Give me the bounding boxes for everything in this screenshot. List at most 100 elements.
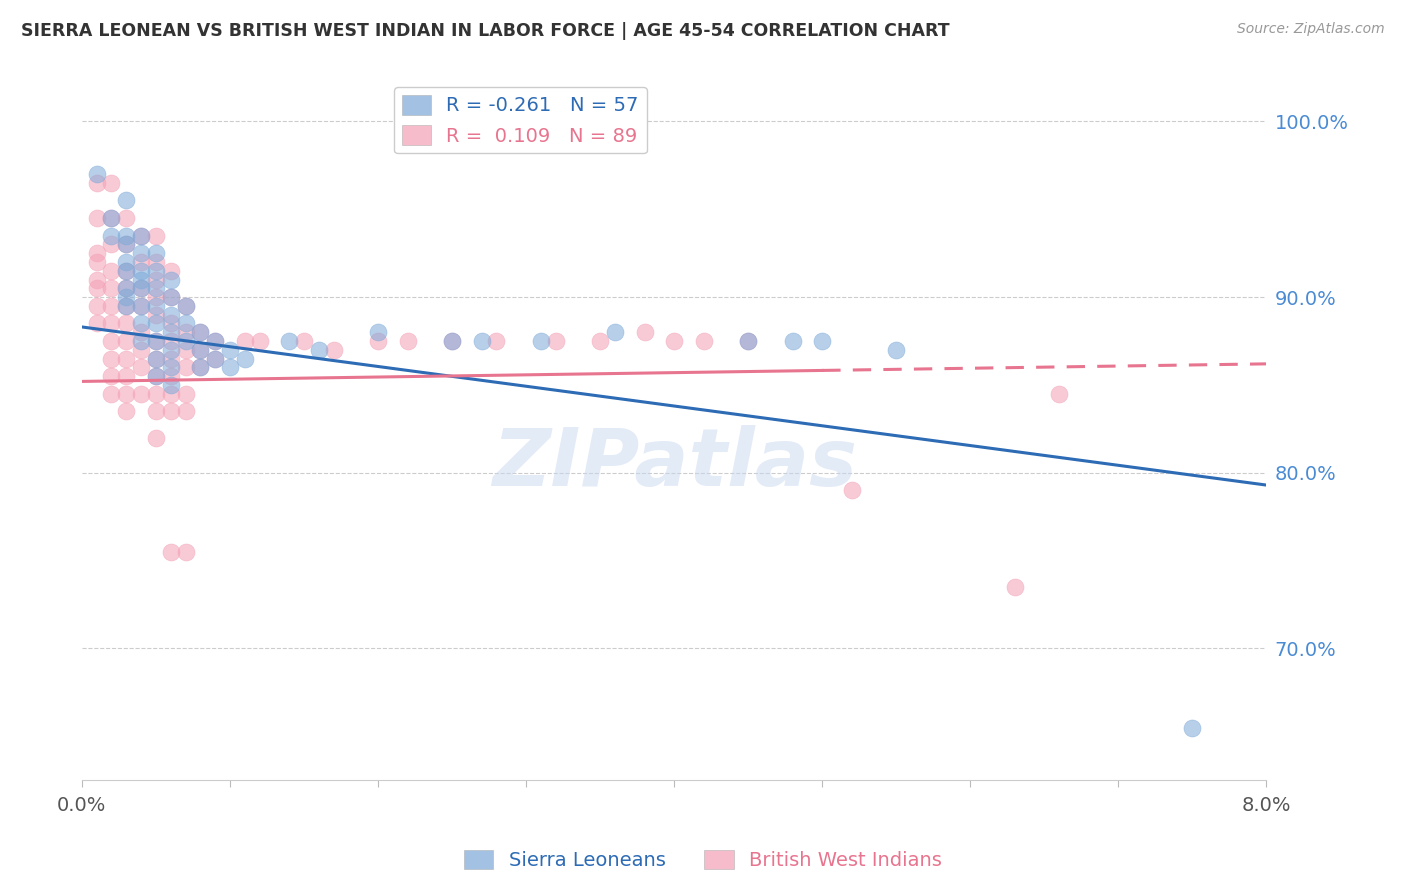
- Point: [115, 237, 138, 252]
- Point: [115, 194, 138, 208]
- Point: [145, 404, 167, 418]
- Point: [115, 299, 138, 313]
- Point: [159, 404, 181, 418]
- Point: [664, 334, 686, 348]
- Point: [633, 325, 655, 339]
- Point: [145, 299, 167, 313]
- Point: [188, 343, 211, 357]
- Legend: Sierra Leoneans, British West Indians: Sierra Leoneans, British West Indians: [456, 842, 950, 878]
- Point: [145, 334, 167, 348]
- Point: [129, 255, 152, 269]
- Point: [174, 386, 197, 401]
- Point: [115, 211, 138, 225]
- Point: [129, 281, 152, 295]
- Point: [159, 545, 181, 559]
- Point: [693, 334, 716, 348]
- Point: [471, 334, 494, 348]
- Point: [159, 325, 181, 339]
- Point: [530, 334, 553, 348]
- Point: [884, 343, 907, 357]
- Point: [292, 334, 315, 348]
- Point: [159, 369, 181, 384]
- Point: [219, 343, 242, 357]
- Point: [115, 255, 138, 269]
- Point: [174, 299, 197, 313]
- Point: [188, 360, 211, 375]
- Point: [145, 317, 167, 331]
- Point: [174, 334, 197, 348]
- Point: [115, 237, 138, 252]
- Point: [159, 351, 181, 366]
- Point: [145, 255, 167, 269]
- Point: [129, 317, 152, 331]
- Point: [145, 290, 167, 304]
- Point: [145, 228, 167, 243]
- Point: [100, 386, 122, 401]
- Point: [174, 404, 197, 418]
- Point: [145, 431, 167, 445]
- Point: [129, 281, 152, 295]
- Point: [841, 483, 863, 498]
- Point: [204, 334, 226, 348]
- Point: [86, 176, 108, 190]
- Point: [485, 334, 508, 348]
- Point: [100, 369, 122, 384]
- Point: [86, 255, 108, 269]
- Point: [188, 325, 211, 339]
- Point: [129, 228, 152, 243]
- Point: [100, 334, 122, 348]
- Point: [145, 351, 167, 366]
- Point: [115, 351, 138, 366]
- Point: [129, 299, 152, 313]
- Point: [1181, 721, 1204, 735]
- Point: [159, 290, 181, 304]
- Point: [100, 317, 122, 331]
- Point: [219, 360, 242, 375]
- Point: [811, 334, 834, 348]
- Point: [115, 317, 138, 331]
- Point: [145, 281, 167, 295]
- Point: [174, 360, 197, 375]
- Point: [159, 343, 181, 357]
- Point: [322, 343, 344, 357]
- Point: [100, 263, 122, 277]
- Point: [100, 176, 122, 190]
- Point: [233, 334, 256, 348]
- Point: [86, 167, 108, 181]
- Point: [737, 334, 759, 348]
- Point: [100, 228, 122, 243]
- Point: [145, 263, 167, 277]
- Point: [100, 351, 122, 366]
- Point: [129, 386, 152, 401]
- Point: [159, 360, 181, 375]
- Point: [115, 386, 138, 401]
- Point: [145, 246, 167, 260]
- Point: [174, 343, 197, 357]
- Point: [188, 343, 211, 357]
- Point: [86, 272, 108, 286]
- Text: ZIPatlas: ZIPatlas: [492, 425, 856, 503]
- Point: [174, 545, 197, 559]
- Point: [367, 325, 389, 339]
- Point: [159, 290, 181, 304]
- Point: [129, 246, 152, 260]
- Point: [174, 299, 197, 313]
- Point: [86, 246, 108, 260]
- Point: [204, 351, 226, 366]
- Point: [129, 228, 152, 243]
- Point: [159, 272, 181, 286]
- Point: [115, 334, 138, 348]
- Point: [145, 369, 167, 384]
- Point: [115, 281, 138, 295]
- Point: [145, 272, 167, 286]
- Point: [100, 211, 122, 225]
- Point: [115, 228, 138, 243]
- Point: [159, 263, 181, 277]
- Point: [115, 281, 138, 295]
- Point: [100, 281, 122, 295]
- Point: [115, 263, 138, 277]
- Point: [129, 299, 152, 313]
- Point: [86, 281, 108, 295]
- Point: [115, 404, 138, 418]
- Point: [396, 334, 419, 348]
